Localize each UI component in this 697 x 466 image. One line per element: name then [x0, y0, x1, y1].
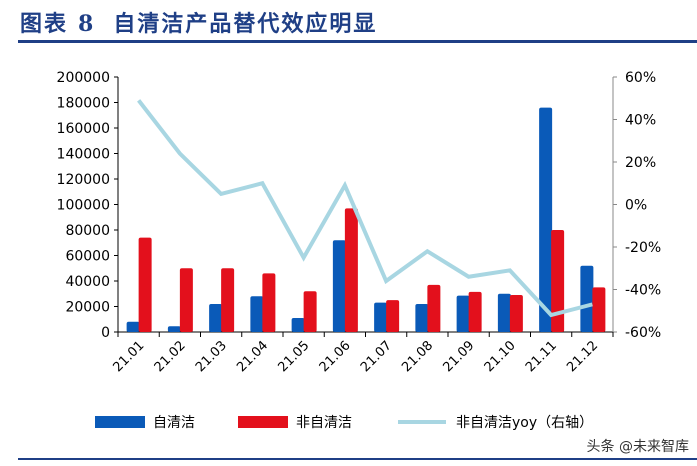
x-tick-label: 21.11 — [523, 338, 560, 375]
legend-label: 非自清洁yoy（右轴） — [456, 415, 593, 431]
bar-self-cleaning — [456, 295, 470, 332]
bar-non-self-cleaning — [468, 291, 482, 332]
right-tick-label: 0% — [625, 198, 647, 214]
left-tick-label: 60000 — [65, 249, 110, 265]
legend-swatch — [238, 416, 288, 428]
bar-self-cleaning — [497, 293, 511, 332]
legend-label: 非自清洁 — [296, 415, 352, 431]
left-tick-label: 180000 — [57, 96, 110, 112]
bar-self-cleaning — [167, 326, 181, 332]
right-tick-label: -20% — [625, 240, 661, 256]
right-tick-label: -40% — [625, 283, 661, 299]
watermark: 头条 @未来智库 — [586, 439, 689, 455]
title-text: 自清洁产品替代效应明显 — [113, 11, 378, 37]
x-tick-label: 21.07 — [358, 338, 395, 375]
figure-title: 图表 8 自清洁产品替代效应明显 — [20, 6, 377, 38]
x-tick-label: 21.03 — [193, 338, 230, 375]
left-tick-label: 140000 — [57, 147, 110, 163]
bar-self-cleaning — [415, 303, 429, 332]
bar-self-cleaning — [374, 302, 388, 332]
legend-swatch — [95, 416, 145, 428]
legend-label: 自清洁 — [153, 415, 195, 431]
bar-non-self-cleaning — [551, 230, 565, 332]
x-tick-label: 21.06 — [317, 338, 354, 375]
x-tick-label: 21.08 — [399, 338, 436, 375]
x-tick-label: 21.10 — [482, 338, 519, 375]
bar-self-cleaning — [580, 265, 594, 332]
bottom-divider — [18, 458, 697, 460]
left-tick-label: 100000 — [57, 198, 110, 214]
left-tick-label: 160000 — [57, 121, 110, 137]
x-tick-label: 21.02 — [152, 338, 189, 375]
right-tick-label: 60% — [625, 70, 656, 86]
bar-self-cleaning — [539, 107, 553, 332]
right-tick-label: 40% — [625, 113, 656, 129]
legend-item: 自清洁 — [95, 415, 195, 431]
bar-self-cleaning — [126, 321, 140, 332]
bar-self-cleaning — [332, 240, 346, 332]
bar-self-cleaning — [291, 317, 305, 332]
left-tick-label: 40000 — [65, 274, 110, 290]
bar-non-self-cleaning — [138, 237, 152, 332]
bar-non-self-cleaning — [221, 268, 235, 332]
title-divider — [18, 40, 697, 43]
bar-non-self-cleaning — [344, 208, 358, 332]
left-tick-label: 120000 — [57, 172, 110, 188]
bar-self-cleaning — [209, 303, 223, 332]
bar-non-self-cleaning — [262, 273, 276, 332]
bar-non-self-cleaning — [386, 300, 400, 332]
bar-non-self-cleaning — [509, 295, 523, 332]
bar-non-self-cleaning — [427, 284, 441, 332]
left-tick-label: 0 — [101, 325, 110, 341]
bar-non-self-cleaning — [303, 291, 317, 332]
bar-self-cleaning — [250, 296, 264, 332]
left-tick-label: 20000 — [65, 300, 110, 316]
legend-item: 非自清洁yoy（右轴） — [398, 415, 593, 431]
x-tick-label: 21.01 — [111, 338, 148, 375]
left-tick-label: 80000 — [65, 223, 110, 239]
bar-non-self-cleaning — [179, 268, 193, 332]
yoy-line — [137, 99, 593, 318]
x-tick-label: 21.09 — [441, 338, 478, 375]
legend-item: 非自清洁 — [238, 415, 352, 431]
x-tick-label: 21.05 — [276, 338, 313, 375]
right-tick-label: -60% — [625, 325, 661, 341]
x-tick-label: 21.04 — [234, 338, 271, 375]
right-tick-label: 20% — [625, 155, 656, 171]
bar-non-self-cleaning — [592, 287, 606, 332]
title-prefix: 图表 — [20, 11, 69, 37]
left-tick-label: 200000 — [57, 70, 110, 86]
title-number: 8 — [78, 11, 96, 37]
x-tick-label: 21.12 — [564, 338, 601, 375]
